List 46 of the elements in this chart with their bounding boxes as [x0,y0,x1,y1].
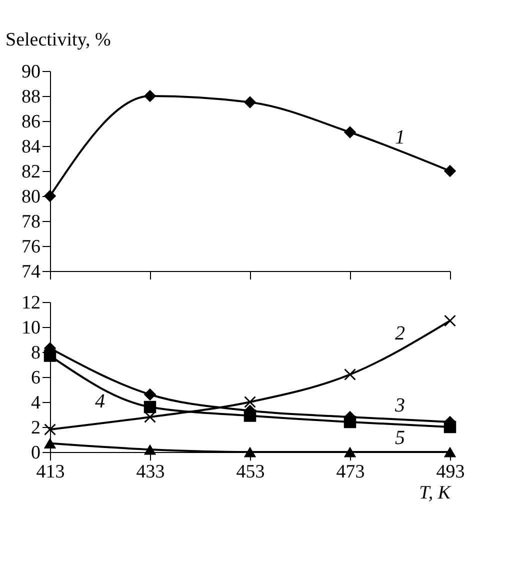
point [344,368,356,380]
series-label: 3 [394,394,405,416]
series-label: 5 [395,427,405,449]
x-tick-label: 453 [236,462,265,482]
x-tick-label: 493 [436,462,465,482]
y-tick-label: 88 [22,86,40,108]
point [244,96,256,108]
point [244,410,256,422]
series-label: 2 [395,322,405,345]
y-tick-label: 90 [22,62,40,82]
point [44,350,56,362]
series-label: 4 [95,390,105,412]
point [244,446,256,458]
y-tick-label: 8 [31,342,40,364]
point [144,444,156,455]
y-tick-label: 80 [22,186,40,208]
y-tick-label: 2 [31,418,40,438]
series-label: 1 [395,126,405,149]
y-tick-label: 0 [31,442,40,464]
y-tick-label: 86 [22,112,40,132]
x-axis-title: T, K [419,482,452,504]
point [144,388,156,401]
x-tick-label: 413 [36,462,65,482]
point [444,314,456,327]
point [344,416,356,428]
y-axis-title: Selectivity, % [6,30,112,50]
point [144,400,156,414]
y-tick-label: 12 [22,292,40,314]
point [344,126,356,138]
point [344,446,356,458]
y-tick-label: 4 [31,392,41,414]
point [144,90,156,102]
y-tick-label: 82 [22,162,40,182]
x-tick-label: 473 [336,462,365,482]
y-tick-label: 74 [22,262,41,282]
point [44,438,56,449]
y-tick-label: 84 [22,136,41,158]
point [444,164,456,178]
y-tick-label: 76 [22,236,40,258]
y-tick-label: 10 [22,318,40,338]
point [444,420,456,434]
y-tick-label: 6 [31,368,40,388]
point [244,396,256,408]
y-tick-label: 78 [22,212,40,232]
x-tick-label: 433 [136,462,165,482]
point [444,446,456,458]
